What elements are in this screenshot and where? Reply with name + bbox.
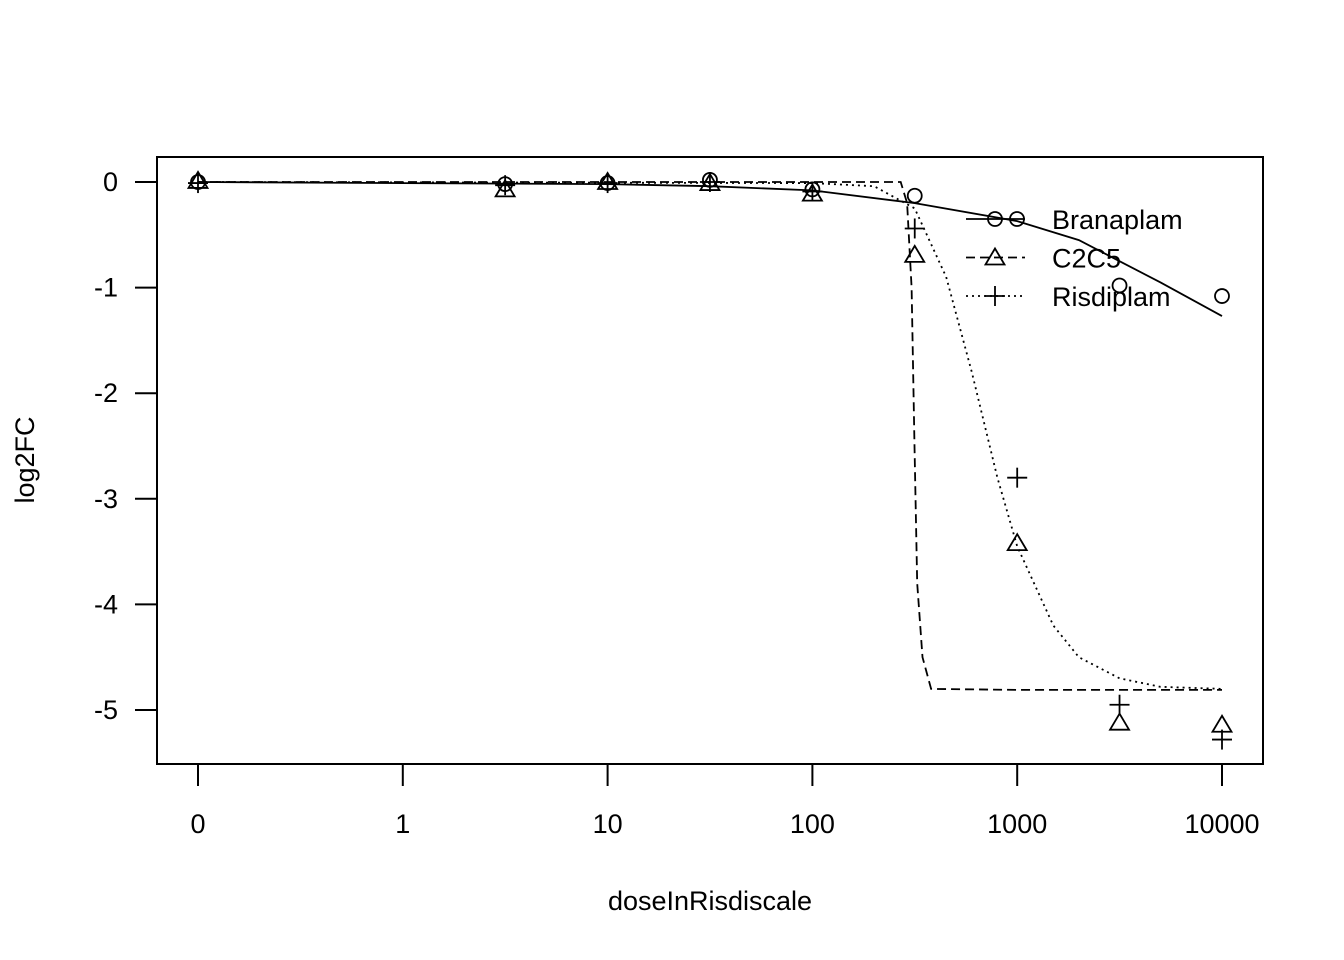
- legend-marker: [985, 286, 1005, 306]
- point-risdiplam: [188, 173, 208, 194]
- point-risdiplam: [1212, 729, 1232, 750]
- point-risdiplam: [802, 181, 823, 202]
- point-c2c5: [1108, 711, 1131, 731]
- point-c2c5: [1210, 714, 1234, 733]
- y-tick-label: -4: [94, 589, 118, 619]
- y-axis: 0 -1 -2 -3 -4 -5: [94, 167, 158, 725]
- legend-item-c2c5: C2C5: [966, 244, 1121, 274]
- point-branaplam: [1111, 277, 1128, 294]
- legend-item-branaplam: Branaplam: [966, 205, 1183, 235]
- y-axis-title: log2FC: [10, 416, 40, 503]
- y-tick-label: -1: [94, 273, 118, 303]
- point-branaplam: [1214, 288, 1230, 304]
- legend: Branaplam C2C5 Risdiplam: [966, 205, 1183, 312]
- y-tick-label: -3: [94, 484, 118, 514]
- x-axis: 0 1 10 100 1000 10000: [190, 763, 1260, 839]
- point-risdiplam: [699, 172, 720, 192]
- x-tick-label: 100: [790, 809, 835, 839]
- point-c2c5: [903, 244, 926, 263]
- legend-marker: [983, 246, 1007, 266]
- point-c2c5: [494, 178, 517, 198]
- x-tick-label: 1000: [987, 809, 1047, 839]
- y-tick-label: -5: [94, 695, 118, 725]
- point-branaplam: [906, 187, 923, 204]
- point-c2c5: [1006, 532, 1029, 552]
- legend-marker: [1009, 211, 1025, 227]
- x-tick-label: 0: [190, 809, 205, 839]
- x-axis-title: doseInRisdiscale: [608, 886, 812, 916]
- point-risdiplam: [1109, 694, 1130, 715]
- x-tick-label: 10: [593, 809, 623, 839]
- point-risdiplam: [597, 173, 618, 194]
- legend-label: C2C5: [1052, 244, 1121, 274]
- point-risdiplam: [495, 175, 516, 196]
- legend-item-risdiplam: Risdiplam: [966, 282, 1171, 312]
- y-tick-label: 0: [103, 167, 118, 197]
- x-tick-label: 10000: [1184, 809, 1259, 839]
- data-points: [186, 170, 1234, 750]
- x-tick-label: 1: [395, 809, 410, 839]
- fit-curve-c2c5: [198, 181, 1222, 691]
- point-risdiplam: [1007, 467, 1028, 488]
- y-tick-label: -2: [94, 378, 118, 408]
- legend-label: Risdiplam: [1052, 282, 1171, 312]
- point-risdiplam: [904, 218, 925, 239]
- legend-marker: [987, 211, 1003, 227]
- legend-label: Branaplam: [1052, 205, 1183, 235]
